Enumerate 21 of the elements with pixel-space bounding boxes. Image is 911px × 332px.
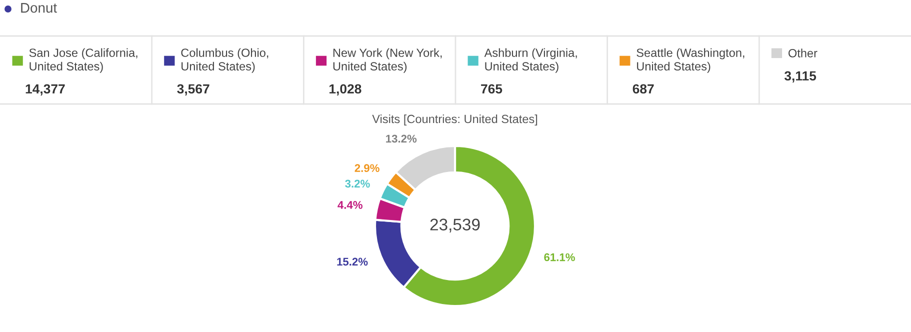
legend-label: Seattle (Washington, United States) [636, 48, 744, 73]
text: Visits [Countries: United States] [372, 114, 538, 126]
legend-label: Other [788, 48, 818, 58]
data-label: 3,567 [177, 84, 210, 96]
text: 61.1% [544, 253, 575, 262]
text: 23,539 [430, 218, 480, 232]
legend-label: Columbus (Ohio, United States) [181, 48, 268, 73]
data-label: 1,028 [330, 84, 362, 96]
data-label: 14,377 [26, 84, 65, 96]
data-label: 765 [481, 84, 502, 94]
legend-label: Ashburn (Virginia, United States) [484, 48, 577, 73]
text: 4.4% [338, 201, 362, 209]
text: 13.2% [386, 134, 417, 143]
chart-title: Donut [21, 3, 57, 13]
text: 2.9% [354, 164, 380, 172]
text: 15.2% [337, 258, 368, 266]
legend-label: San Jose (California, United States) [29, 48, 138, 73]
text: 3.2% [345, 180, 370, 188]
data-label: 687 [632, 84, 654, 94]
data-label: 3,115 [784, 71, 816, 82]
legend-label: New York (New York, United States) [333, 48, 442, 73]
